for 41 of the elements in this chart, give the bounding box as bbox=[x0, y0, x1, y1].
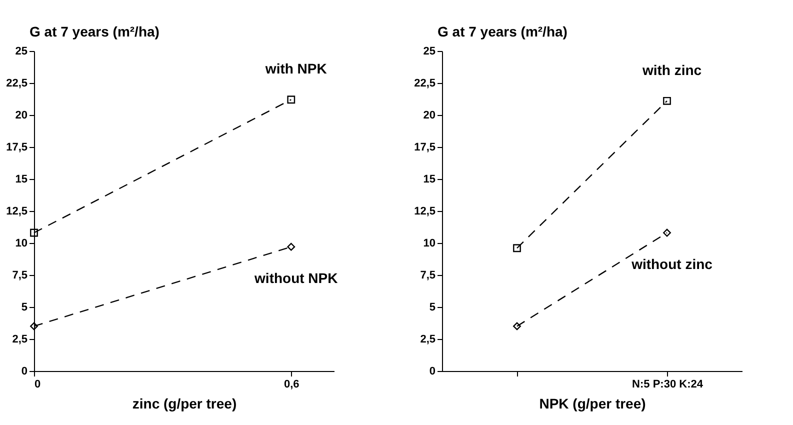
point bbox=[30, 322, 38, 330]
series-label: with NPK bbox=[264, 60, 327, 77]
x-axis-title: NPK (g/per tree) bbox=[539, 396, 646, 412]
y-tick-label: 5 bbox=[21, 302, 28, 314]
y-tick-label: 25 bbox=[15, 46, 28, 58]
y-tick-label: 20 bbox=[423, 110, 436, 122]
point bbox=[513, 244, 521, 252]
point bbox=[287, 96, 296, 104]
point bbox=[30, 228, 38, 237]
x-tick-label: 0 bbox=[34, 378, 41, 390]
y-tick-label: 20 bbox=[15, 110, 28, 122]
point bbox=[287, 242, 296, 251]
point bbox=[663, 228, 671, 237]
x-tick-label: N:5 P:30 K:24 bbox=[632, 378, 704, 390]
y-tick-label: 12,5 bbox=[6, 206, 28, 218]
y-tick-label: 25 bbox=[423, 46, 436, 58]
point bbox=[663, 96, 671, 105]
y-tick-label: 22,5 bbox=[414, 78, 436, 90]
series-label: with zinc bbox=[641, 62, 702, 78]
y-tick-label: 10 bbox=[15, 238, 28, 250]
y-tick-label: 22,5 bbox=[6, 78, 28, 90]
series-label: without zinc bbox=[630, 256, 713, 272]
y-tick-label: 15 bbox=[15, 174, 28, 186]
point bbox=[513, 322, 521, 330]
y-tick-label: 17,5 bbox=[6, 142, 28, 154]
x-axis-title: zinc (g/per tree) bbox=[132, 396, 237, 412]
y-tick-label: 12,5 bbox=[414, 206, 436, 218]
y-tick-label: 2,5 bbox=[12, 334, 28, 346]
y-tick-label: 7,5 bbox=[12, 270, 28, 282]
y-tick-label: 7,5 bbox=[420, 270, 436, 282]
y-tick-label: 0 bbox=[429, 366, 436, 378]
series-label: without NPK bbox=[254, 270, 338, 286]
y-axis-title: G at 7 years (m²/ha) bbox=[438, 24, 568, 40]
y-tick-label: 15 bbox=[423, 174, 436, 186]
y-tick-label: 0 bbox=[21, 366, 28, 378]
y-tick-label: 10 bbox=[423, 238, 436, 250]
y-axis-title: G at 7 years (m²/ha) bbox=[30, 24, 160, 40]
y-tick-label: 17,5 bbox=[414, 142, 436, 154]
y-tick-label: 5 bbox=[429, 302, 436, 314]
y-tick-label: 2,5 bbox=[420, 334, 436, 346]
x-tick-label: 0,6 bbox=[284, 378, 300, 390]
